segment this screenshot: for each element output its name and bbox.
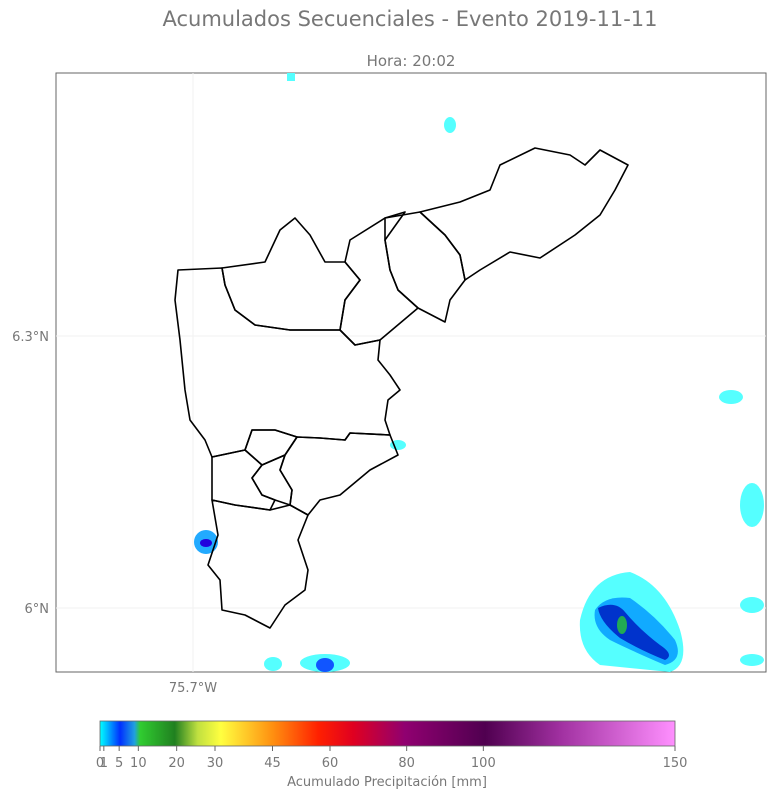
colorbar-tick-label: 1 [100, 756, 108, 771]
colorbar-tick-label: 0 [96, 756, 104, 771]
colorbar-ramp [99, 720, 676, 747]
boundary [207, 499, 309, 629]
precipitation [194, 73, 764, 672]
map-panel [55, 72, 767, 673]
boundary [419, 147, 629, 281]
rain-cell [617, 616, 627, 634]
boundary [279, 432, 399, 516]
colorbar-tick-label: 30 [207, 756, 224, 771]
colorbar-tick-label: 10 [130, 756, 147, 771]
colorbar-tick-label: 45 [264, 756, 281, 771]
colorbar-tick-label: 5 [115, 756, 123, 771]
colorbar-tick-label: 20 [168, 756, 185, 771]
rain-cell [598, 604, 669, 660]
colorbar-tick-label: 150 [663, 756, 688, 771]
rain-cell [390, 440, 406, 450]
title: Acumulados Secuenciales - Evento 2019-11… [162, 7, 657, 31]
rain-cell [264, 657, 282, 671]
colorbar-label: Acumulado Precipitación [mm] [287, 775, 487, 790]
rain-cell [444, 117, 456, 133]
rain-cell [740, 654, 764, 666]
rain-cell [287, 73, 295, 81]
rain-cell [740, 483, 764, 527]
subtitle: Hora: 20:02 [367, 52, 456, 70]
rain-cell [200, 539, 212, 547]
rain-cell [316, 658, 334, 672]
lat-label: 6°N [25, 602, 50, 617]
rain-cell [719, 390, 743, 404]
colorbar: Acumulado Precipitación [mm] 01 5 10 20 30 45… [96, 720, 688, 790]
rain-cell [740, 597, 764, 613]
colorbar-tick-label: 80 [398, 756, 415, 771]
boundaries [174, 147, 629, 629]
colorbar-tick-label: 100 [471, 756, 496, 771]
lon-label: 75.7°W [169, 681, 217, 696]
colorbar-tick-label: 60 [322, 756, 339, 771]
lat-label: 6.3°N [12, 330, 49, 345]
map-frame [55, 72, 767, 673]
